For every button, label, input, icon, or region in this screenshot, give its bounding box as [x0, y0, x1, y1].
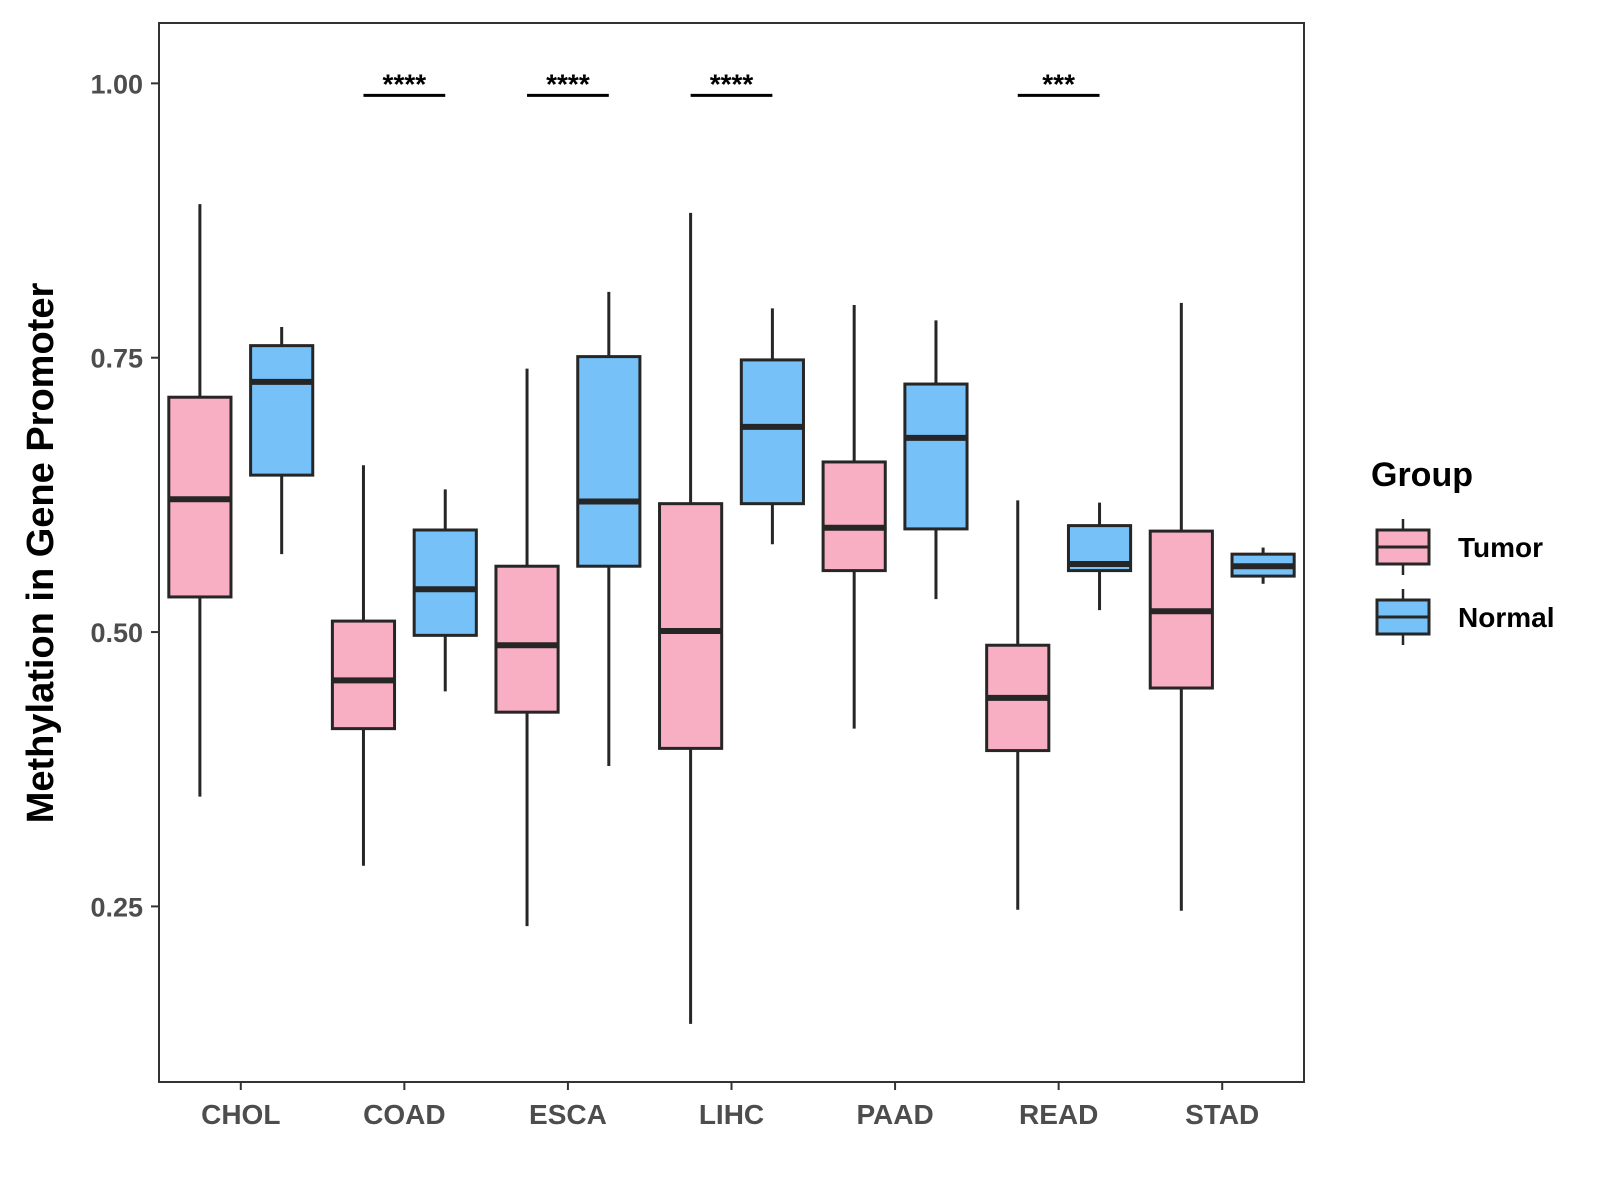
x-tick-label: ESCA	[529, 1099, 607, 1130]
significance-stars: ****	[383, 68, 427, 99]
box-normal-coad	[412, 489, 478, 692]
x-tick-label: COAD	[363, 1099, 445, 1130]
box-normal-read	[1066, 502, 1133, 611]
significance-layer: **** **** **** ***	[363, 68, 1100, 99]
box-normal-lihc	[739, 308, 805, 545]
x-axis: CHOL COAD ESCA LIHC PAAD READ STAD	[201, 1082, 1259, 1130]
box-iqr	[330, 619, 397, 731]
y-tick-label: 0.75	[90, 344, 143, 374]
box-tumor-esca	[494, 368, 560, 927]
significance-stars: ***	[1042, 68, 1075, 99]
legend-item-tumor: Tumor	[1375, 519, 1543, 575]
box-tumor-stad	[1148, 302, 1214, 911]
box-iqr	[576, 355, 642, 568]
legend-title: Group	[1371, 456, 1473, 494]
boxes-layer	[167, 204, 1296, 1024]
x-tick-label: PAAD	[856, 1099, 933, 1130]
box-iqr	[658, 502, 724, 750]
significance-esca: ****	[527, 68, 609, 99]
significance-coad: ****	[363, 68, 446, 99]
box-normal-paad	[903, 320, 969, 600]
box-iqr	[494, 564, 560, 714]
significance-lihc: ****	[690, 68, 773, 99]
significance-stars: ****	[546, 68, 590, 99]
x-tick-label: STAD	[1185, 1099, 1259, 1130]
legend-label: Normal	[1458, 602, 1554, 633]
significance-stars: ****	[710, 68, 754, 99]
legend-label: Tumor	[1458, 532, 1543, 563]
box-normal-esca	[576, 291, 642, 766]
legend: Group Tumor Normal	[1371, 456, 1554, 645]
box-tumor-paad	[821, 305, 887, 729]
y-axis: 0.25 0.50 0.75 1.00	[90, 69, 159, 922]
legend-item-normal: Normal	[1375, 589, 1554, 645]
box-tumor-read	[985, 500, 1051, 910]
x-tick-label: CHOL	[201, 1099, 280, 1130]
x-tick-label: READ	[1019, 1099, 1098, 1130]
x-tick-label: LIHC	[699, 1099, 764, 1130]
y-tick-label: 0.50	[90, 618, 143, 648]
y-axis-title: Methylation in Gene Promoter	[20, 283, 62, 824]
box-normal-stad	[1230, 547, 1296, 584]
y-tick-label: 1.00	[90, 69, 143, 99]
y-tick-label: 0.25	[90, 892, 143, 922]
box-tumor-coad	[330, 465, 397, 866]
box-iqr	[249, 344, 315, 477]
box-normal-chol	[249, 326, 315, 555]
box-iqr	[412, 528, 478, 637]
box-iqr	[903, 382, 969, 531]
box-tumor-chol	[167, 204, 233, 797]
significance-read: ***	[1017, 68, 1100, 99]
box-iqr	[739, 358, 805, 506]
box-iqr	[821, 460, 887, 573]
box-tumor-lihc	[658, 212, 724, 1024]
